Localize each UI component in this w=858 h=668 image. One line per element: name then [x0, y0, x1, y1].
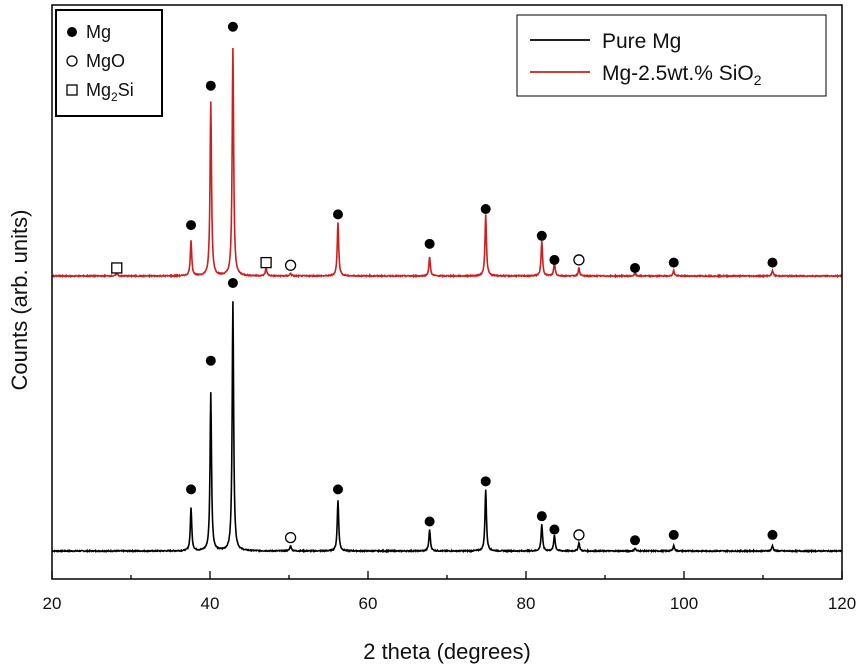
x-tick-label: 60 [359, 594, 378, 613]
phase-marker-mg [205, 80, 216, 91]
phase-marker-mg2si [111, 262, 123, 274]
phase-marker-mg [424, 238, 435, 249]
phase-marker-mg [668, 529, 679, 540]
phase-legend-symbol-mg2si [66, 84, 78, 96]
phase-marker-mg [227, 21, 238, 32]
y-axis-title: Counts (arb. units) [7, 210, 32, 391]
phase-marker-mgo [284, 531, 297, 544]
phase-legend-label-mg: Mg [86, 22, 111, 42]
marker-layer [111, 21, 778, 546]
phase-legend: Mg MgO Mg2Si [55, 9, 163, 117]
phase-marker-mg [767, 257, 778, 268]
series-line-1 [51, 48, 843, 279]
phase-marker-mg [424, 516, 435, 527]
phase-marker-mg [332, 484, 343, 495]
phase-marker-mg [767, 529, 778, 540]
x-tick-label: 120 [828, 594, 856, 613]
series-line-0 [51, 301, 843, 554]
x-axis: 20 40 60 80 100 120 [43, 571, 856, 613]
x-tick-label: 80 [517, 594, 536, 613]
x-tick-label: 40 [201, 594, 220, 613]
phase-marker-mg [668, 257, 679, 268]
phase-marker-mgo [573, 529, 585, 541]
phase-marker-mg [332, 209, 343, 220]
phase-marker-mg [536, 230, 547, 241]
phase-marker-mg [205, 355, 216, 366]
phase-marker-mg [227, 278, 238, 288]
phase-marker-mg2si [260, 256, 272, 269]
phase-legend-label-mg2si: Mg2Si [86, 80, 134, 104]
phase-legend-label-mgo: MgO [86, 51, 125, 71]
phase-marker-mg [536, 511, 547, 522]
phase-legend-symbol-mgo [66, 55, 78, 67]
series-legend-box [516, 14, 827, 97]
phase-marker-mg [549, 524, 560, 535]
x-tick-label: 100 [670, 594, 698, 613]
phase-marker-mg [549, 254, 560, 265]
phase-marker-mg [186, 220, 197, 231]
x-axis-title: 2 theta (degrees) [363, 639, 531, 664]
series-layer [51, 48, 843, 554]
phase-marker-mgo [284, 259, 297, 271]
phase-marker-mg [480, 476, 491, 487]
phase-marker-mgo [573, 254, 585, 266]
phase-legend-symbol-mg [67, 27, 77, 37]
phase-marker-mg [630, 262, 641, 273]
series-legend: Pure Mg Mg-2.5wt.% SiO2 [516, 14, 827, 97]
phase-marker-mg [630, 535, 641, 546]
series-legend-label-0: Pure Mg [602, 30, 681, 53]
phase-marker-mg [480, 204, 491, 214]
phase-marker-mg [186, 484, 197, 495]
x-tick-label: 20 [43, 594, 62, 613]
series-legend-label-1: Mg-2.5wt.% SiO2 [602, 62, 762, 88]
